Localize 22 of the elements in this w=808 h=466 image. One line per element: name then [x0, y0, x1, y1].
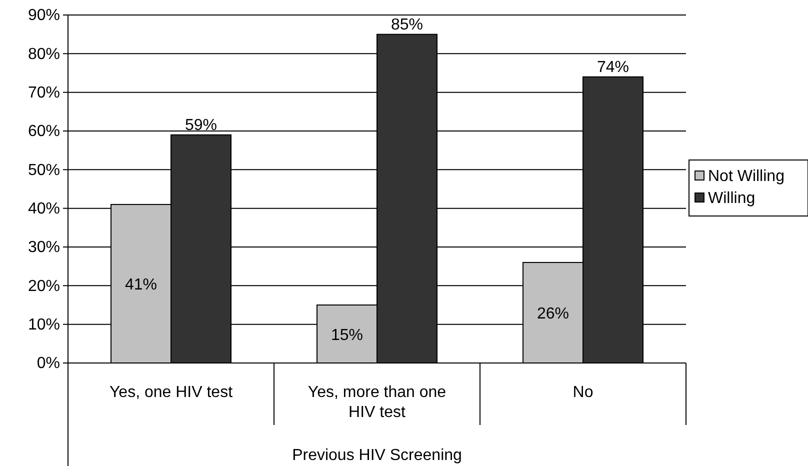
data-label: 85%: [390, 16, 424, 34]
y-tick-label: 60%: [28, 123, 60, 140]
data-label: 59%: [184, 116, 218, 134]
y-tick-label: 40%: [28, 200, 60, 218]
data-label: 26%: [536, 306, 570, 323]
legend-label: Not Willing: [708, 168, 784, 185]
y-tick-label: 90%: [28, 7, 60, 24]
x-tick-label: Yes, one HIV test: [109, 384, 234, 401]
y-tick-label: 10%: [28, 316, 60, 334]
data-label: 74%: [596, 58, 630, 76]
y-tick-label: 80%: [28, 46, 60, 63]
x-tick-label: Yes, more than one HIV test: [308, 384, 446, 421]
x-axis-title: Previous HIV Screening: [292, 447, 462, 464]
x-tick-label: No: [572, 384, 594, 401]
y-tick-label: 0%: [36, 355, 60, 372]
data-label: 15%: [330, 327, 364, 344]
y-tick-label: 70%: [28, 84, 60, 102]
data-label: 41%: [124, 276, 158, 294]
legend-label: Willing: [708, 190, 756, 207]
y-tick-label: 50%: [28, 162, 60, 179]
y-tick-label: 30%: [28, 239, 60, 256]
y-tick-label: 20%: [28, 278, 60, 295]
